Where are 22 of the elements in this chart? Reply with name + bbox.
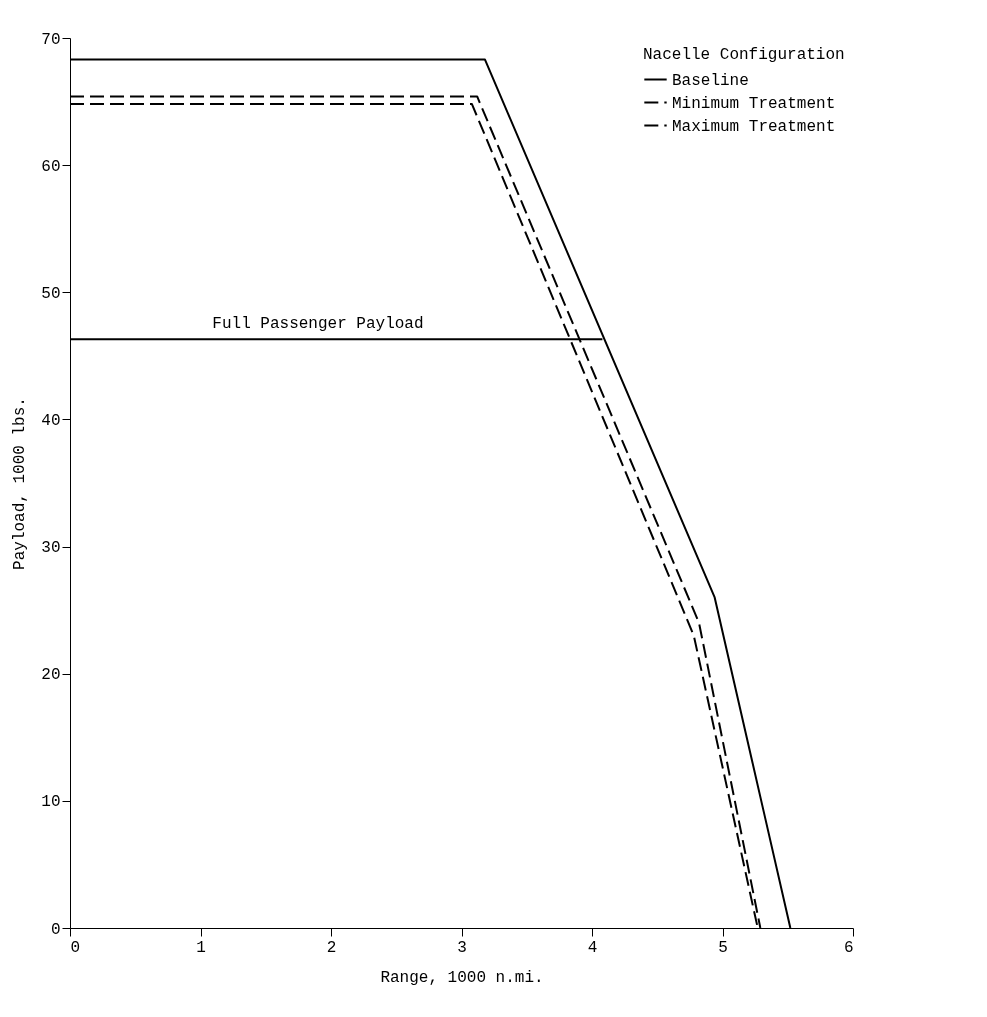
- y-tick-label: 0: [50, 920, 61, 939]
- y-tick-label: 20: [41, 666, 61, 685]
- y-tick-label: 70: [41, 30, 61, 49]
- x-tick-label: 0: [70, 938, 81, 957]
- y-tick-label: 40: [41, 411, 61, 430]
- y-tick-label: 60: [41, 157, 61, 176]
- annotation: Full Passenger Payload: [212, 315, 424, 334]
- x-tick-label: 2: [326, 938, 337, 957]
- y-tick-label: 10: [41, 793, 61, 812]
- x-tick-label: 4: [587, 938, 598, 957]
- x-tick-label: 6: [843, 938, 854, 957]
- x-tick-label: 3: [457, 938, 467, 957]
- legend-label: Maximum Treatment: [672, 117, 836, 136]
- legend-title: Nacelle Configuration: [643, 46, 845, 64]
- x-tick-label: 1: [196, 938, 206, 957]
- x-axis-title: Range, 1000 n.mi.: [380, 968, 544, 987]
- y-tick-label: 30: [41, 539, 61, 558]
- y-tick-label: 50: [41, 284, 61, 303]
- legend-label: Minimum Treatment: [672, 94, 836, 113]
- x-tick-label: 5: [718, 938, 728, 957]
- y-axis-title: Payload, 1000 lbs.: [11, 397, 30, 570]
- legend-label: Baseline: [672, 71, 749, 90]
